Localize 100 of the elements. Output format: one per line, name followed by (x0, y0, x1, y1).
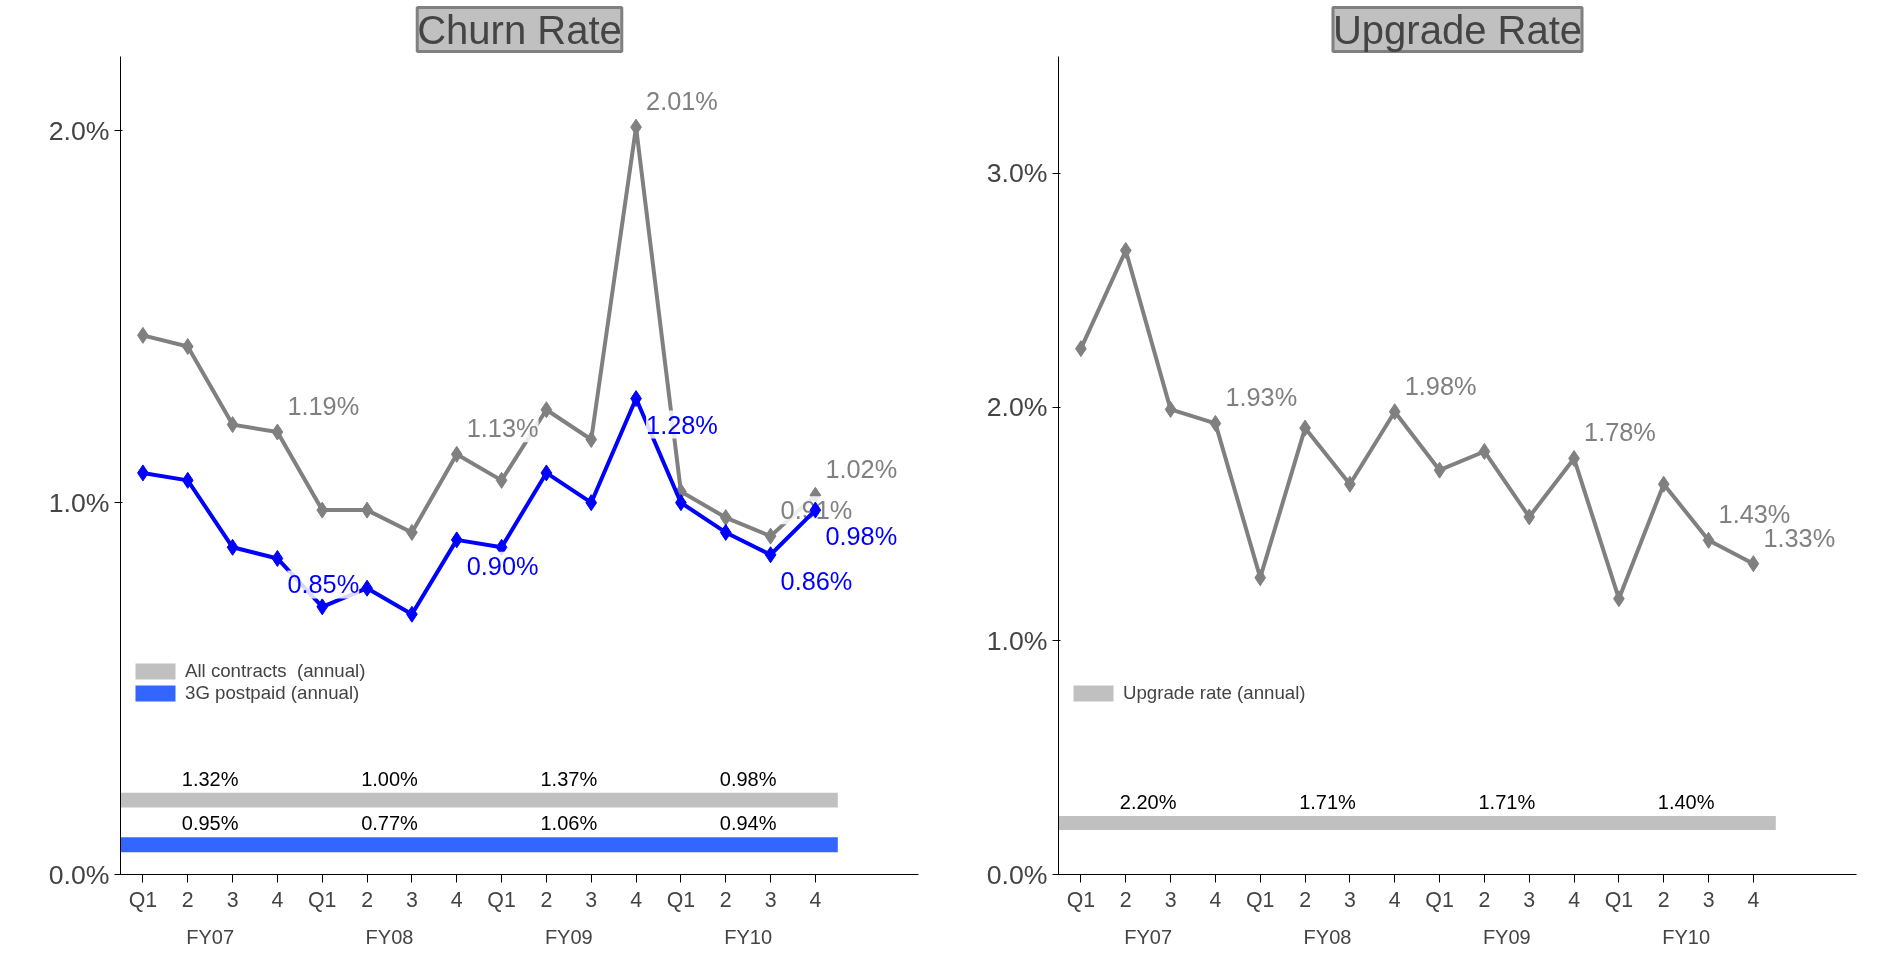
point (495, 471, 508, 489)
y-tick-label: 0.0% (986, 859, 1048, 890)
text: FY08 (1303, 925, 1352, 948)
x-tick-label: 3 (226, 887, 239, 912)
data-label: 0.98% (825, 522, 898, 551)
point (450, 531, 463, 549)
x-tick-label: 2 (719, 887, 732, 912)
point (764, 546, 777, 564)
point (764, 527, 777, 545)
text: FY08 (365, 925, 414, 948)
point (719, 509, 732, 527)
point (226, 538, 239, 556)
x-tick-label: 2 (540, 887, 553, 912)
point (1747, 555, 1760, 573)
y-tick-label: 2.0% (48, 115, 110, 146)
data-label: 1.28% (646, 410, 718, 439)
point (1657, 475, 1670, 493)
annotation: 1.40% (1657, 791, 1715, 814)
x-tick-label: 4 (1388, 887, 1401, 912)
x-tick-label: Q1 (666, 887, 696, 912)
x-tick-label: Q1 (1425, 887, 1454, 912)
annotation: 1.32% (181, 767, 239, 790)
annotation: 0.94% (719, 812, 777, 835)
x-tick-label: 2 (1657, 887, 1670, 912)
x-tick-label: 3 (764, 887, 777, 912)
point (585, 430, 598, 448)
data-label: 0.90% (466, 551, 539, 580)
point (271, 549, 284, 567)
x-tick-label: 3 (585, 887, 598, 912)
text: FY10 (1662, 925, 1711, 948)
legend-label: All contracts (annual) (185, 660, 366, 682)
point (181, 338, 194, 356)
point (1164, 400, 1177, 418)
point (316, 501, 329, 519)
point (271, 423, 284, 441)
y-tick-label: 2.0% (986, 392, 1048, 423)
annotation: 2.20% (1119, 791, 1177, 814)
text: FY07 (1124, 925, 1173, 948)
point (1433, 461, 1446, 479)
annotation: 1.06% (540, 812, 598, 835)
point (585, 494, 598, 512)
point (719, 523, 732, 541)
annotation: 0.98% (719, 767, 777, 790)
x-tick-label: 3 (1523, 887, 1536, 912)
data-label: 1.13% (466, 414, 539, 443)
point (450, 445, 463, 463)
data-label: 1.78% (1584, 418, 1656, 447)
annotation: 0.95% (181, 812, 239, 835)
x-tick-label: Q1 (1246, 887, 1275, 912)
text: FY09 (544, 925, 593, 948)
x-tick-label: 4 (1747, 887, 1760, 912)
x-tick-label: 2 (361, 887, 374, 912)
annotation: 0.77% (361, 812, 419, 835)
chart-title: Churn Rate (417, 7, 622, 52)
x-tick-label: 2 (1299, 887, 1312, 912)
text: FY10 (724, 925, 773, 948)
x-tick-label: 3 (405, 887, 418, 912)
annotation: 1.71% (1478, 791, 1536, 814)
data-label: 0.85% (287, 570, 360, 599)
annotation: 1.37% (540, 767, 598, 790)
x-tick-label: 2 (181, 887, 194, 912)
data-label: 0.86% (780, 566, 853, 595)
x-tick-label: 4 (809, 887, 822, 912)
y-tick-label: 0.0% (48, 859, 110, 890)
x-tick-label: Q1 (1604, 887, 1634, 912)
x-tick-label: Q1 (308, 887, 337, 912)
x-tick-label: 2 (1119, 887, 1132, 912)
point (540, 401, 553, 419)
data-label: 1.98% (1404, 371, 1477, 400)
y-tick-label: 1.0% (986, 625, 1048, 656)
point (1478, 442, 1491, 460)
point (540, 464, 553, 482)
text: FY09 (1482, 925, 1531, 948)
data-label: 2.01% (646, 87, 718, 116)
point (316, 598, 329, 616)
point (1702, 531, 1715, 549)
legend-label: 3G postpaid (annual) (185, 682, 360, 704)
annotation: 1.71% (1299, 791, 1357, 814)
point (1523, 508, 1536, 526)
data-label: 1.19% (287, 392, 360, 421)
x-tick-label: 4 (271, 887, 284, 912)
x-tick-label: 4 (1568, 887, 1581, 912)
chart-title: Upgrade Rate (1332, 7, 1583, 52)
x-tick-label: 3 (1164, 887, 1177, 912)
x-tick-label: 4 (630, 887, 643, 912)
x-tick-label: Q1 (1066, 887, 1096, 912)
x-tick-label: Q1 (487, 887, 516, 912)
x-tick-label: 3 (1343, 887, 1356, 912)
y-tick-label: 3.0% (986, 158, 1048, 189)
y-tick-label: 1.0% (48, 487, 110, 518)
point (1209, 414, 1222, 432)
data-label: 1.93% (1225, 383, 1298, 412)
point (1254, 569, 1267, 587)
x-tick-label: 4 (450, 887, 463, 912)
x-tick-label: 3 (1702, 887, 1715, 912)
x-tick-label: 2 (1478, 887, 1491, 912)
legend-label: Upgrade rate (annual) (1123, 682, 1306, 704)
data-label: 1.02% (825, 455, 898, 484)
point (1119, 241, 1132, 259)
point (181, 471, 194, 489)
